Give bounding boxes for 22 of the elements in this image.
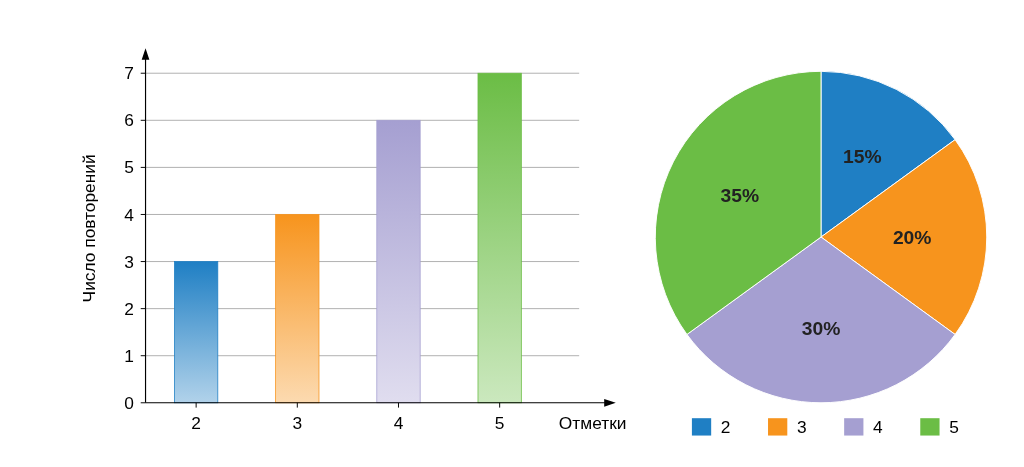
bar bbox=[174, 261, 219, 404]
x-axis-title: Отметки bbox=[558, 412, 627, 433]
y-tick-label: 2 bbox=[124, 298, 134, 319]
y-tick-label: 5 bbox=[124, 157, 134, 178]
data-label: 20% bbox=[892, 226, 932, 248]
x-tick-label: 5 bbox=[494, 412, 505, 433]
y-tick-label: 3 bbox=[124, 251, 134, 272]
y-tick-label: 7 bbox=[124, 63, 134, 84]
data-label: 30% bbox=[801, 317, 841, 339]
y-tick-label: 0 bbox=[124, 392, 134, 413]
y-tick-label: 4 bbox=[124, 204, 135, 225]
data-label: 15% bbox=[843, 145, 882, 167]
bar bbox=[275, 214, 320, 404]
y-axis-title: Число повторений bbox=[79, 154, 100, 303]
x-tick-label: 4 bbox=[393, 412, 404, 433]
x-tick-label: 3 bbox=[292, 412, 303, 433]
bar bbox=[477, 72, 522, 404]
data-label: 35% bbox=[720, 185, 760, 207]
y-tick-label: 1 bbox=[124, 345, 134, 366]
x-tick-label: 2 bbox=[191, 412, 201, 433]
y-tick-label: 6 bbox=[124, 110, 134, 131]
bar bbox=[376, 119, 421, 404]
